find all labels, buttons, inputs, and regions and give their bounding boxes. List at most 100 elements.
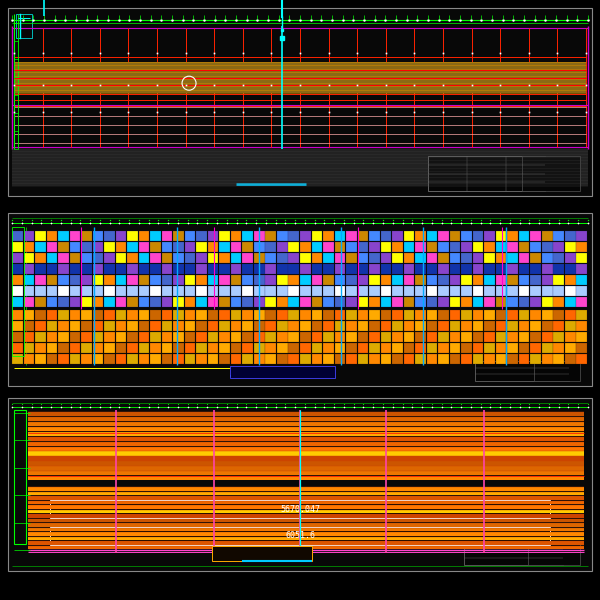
Bar: [23, 354, 34, 364]
Bar: [311, 354, 322, 364]
Bar: [300, 275, 311, 284]
Bar: [369, 242, 380, 251]
Bar: [208, 297, 218, 307]
Bar: [70, 231, 80, 241]
Bar: [473, 242, 484, 251]
Bar: [461, 310, 472, 320]
Bar: [185, 231, 196, 241]
Bar: [311, 231, 322, 241]
Bar: [311, 275, 322, 284]
Bar: [35, 242, 46, 251]
Bar: [473, 297, 484, 307]
Bar: [127, 321, 138, 331]
Bar: [23, 275, 34, 284]
Bar: [14, 62, 586, 93]
Bar: [12, 286, 23, 296]
Bar: [392, 310, 403, 320]
Bar: [12, 264, 23, 274]
Bar: [530, 354, 541, 364]
Bar: [265, 343, 276, 353]
Bar: [81, 354, 92, 364]
Bar: [14, 410, 26, 544]
Bar: [369, 264, 380, 274]
Bar: [461, 354, 472, 364]
Bar: [577, 275, 587, 284]
Bar: [58, 286, 68, 296]
Bar: [522, 156, 580, 191]
Bar: [28, 541, 584, 545]
Bar: [116, 264, 126, 274]
Bar: [530, 310, 541, 320]
Bar: [553, 343, 564, 353]
Bar: [300, 286, 311, 296]
Bar: [196, 231, 207, 241]
Bar: [461, 253, 472, 263]
Bar: [104, 354, 115, 364]
Bar: [139, 231, 149, 241]
Bar: [28, 427, 584, 431]
Bar: [289, 297, 299, 307]
Bar: [484, 231, 495, 241]
Bar: [277, 297, 287, 307]
Bar: [277, 332, 287, 341]
Bar: [81, 321, 92, 331]
Bar: [58, 242, 68, 251]
Bar: [242, 275, 253, 284]
Bar: [404, 321, 414, 331]
Bar: [35, 297, 46, 307]
Bar: [311, 321, 322, 331]
Bar: [484, 242, 495, 251]
Bar: [289, 286, 299, 296]
Bar: [265, 253, 276, 263]
Bar: [28, 432, 584, 436]
Bar: [542, 275, 553, 284]
Bar: [35, 253, 46, 263]
Bar: [70, 321, 80, 331]
Bar: [81, 264, 92, 274]
Bar: [427, 253, 437, 263]
Bar: [139, 332, 149, 341]
Bar: [116, 253, 126, 263]
Bar: [427, 310, 437, 320]
Bar: [139, 297, 149, 307]
Bar: [392, 253, 403, 263]
Bar: [231, 321, 241, 331]
Bar: [162, 264, 172, 274]
Bar: [28, 536, 584, 541]
Bar: [277, 343, 287, 353]
Bar: [230, 366, 335, 378]
Bar: [473, 343, 484, 353]
Bar: [139, 275, 149, 284]
Bar: [530, 321, 541, 331]
Bar: [346, 253, 356, 263]
Bar: [265, 242, 276, 251]
Bar: [104, 242, 115, 251]
Bar: [127, 264, 138, 274]
Bar: [92, 253, 103, 263]
Bar: [277, 264, 287, 274]
Bar: [265, 231, 276, 241]
Bar: [242, 253, 253, 263]
Bar: [323, 275, 334, 284]
Bar: [208, 343, 218, 353]
Bar: [92, 231, 103, 241]
Bar: [415, 242, 426, 251]
Bar: [127, 310, 138, 320]
Bar: [415, 354, 426, 364]
Bar: [577, 264, 587, 274]
Bar: [150, 310, 161, 320]
Bar: [173, 354, 184, 364]
Bar: [311, 264, 322, 274]
Bar: [565, 332, 575, 341]
Bar: [28, 532, 584, 536]
Bar: [92, 343, 103, 353]
Bar: [346, 286, 356, 296]
Bar: [530, 343, 541, 353]
Bar: [277, 354, 287, 364]
Bar: [369, 343, 380, 353]
Bar: [150, 275, 161, 284]
Bar: [519, 343, 529, 353]
Bar: [242, 231, 253, 241]
Bar: [450, 231, 460, 241]
Bar: [496, 321, 506, 331]
